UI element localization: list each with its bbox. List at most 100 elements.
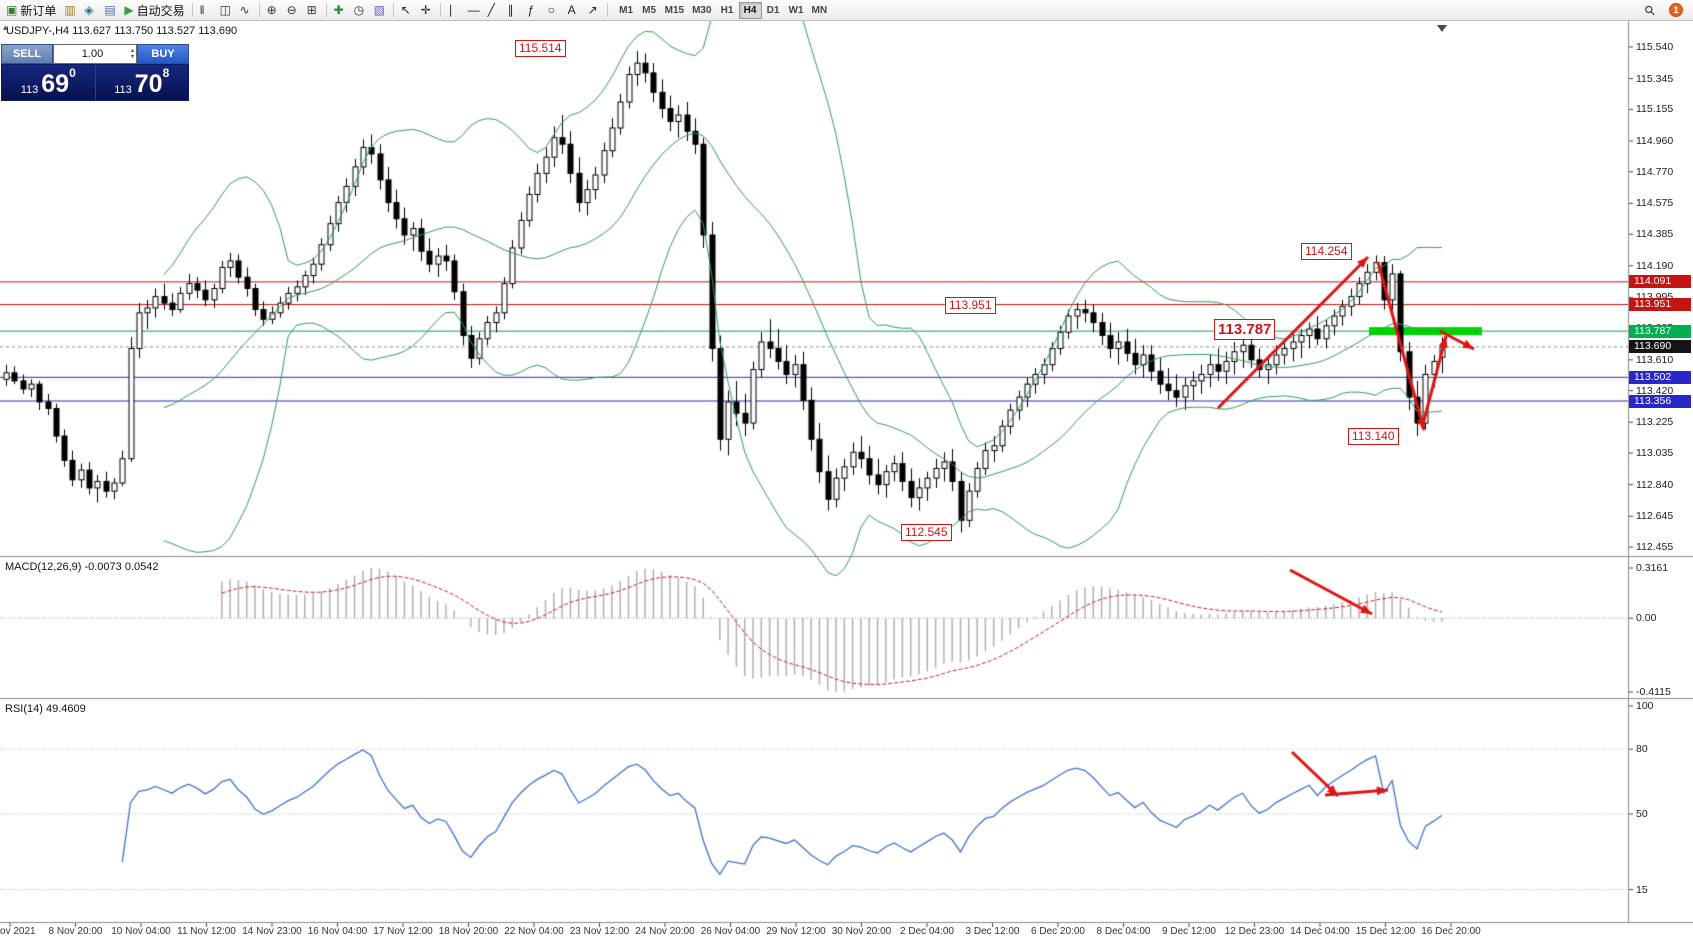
fibonacci-button[interactable]: ƒ	[524, 1, 544, 19]
zoom-out-button[interactable]: ⊖	[283, 1, 303, 19]
chart-shift-marker[interactable]	[1437, 25, 1447, 32]
time-axis-label: 14 Dec 04:00	[1290, 926, 1350, 937]
price-annotation[interactable]: 115.514	[515, 40, 566, 57]
toolbar-separator	[325, 3, 327, 17]
shapes-button[interactable]: ○	[544, 1, 564, 19]
hline-icon: ―	[467, 3, 480, 17]
price-annotation[interactable]: 112.545	[901, 524, 952, 541]
macd-label: MACD(12,26,9) -0.0073 0.0542	[5, 561, 159, 573]
trendline-icon: ╱	[487, 3, 495, 17]
time-axis-label: 29 Nov 12:00	[766, 926, 826, 937]
rsi-label: RSI(14) 49.4609	[5, 703, 86, 715]
cursor-icon: ↖	[400, 3, 411, 17]
tf-MN[interactable]: MN	[808, 2, 832, 19]
toolbar-separator	[392, 3, 394, 17]
tf-H4[interactable]: H4	[738, 1, 762, 19]
buy-price[interactable]: 113 70 8	[96, 65, 189, 100]
tile-windows-button[interactable]: ⊞	[303, 1, 323, 19]
tf-W1[interactable]: W1	[785, 2, 808, 19]
price-axis-label: 115.540	[1636, 40, 1674, 53]
search-icon: ⚲	[1641, 1, 1659, 19]
price-annotation[interactable]: 113.140	[1348, 428, 1399, 445]
time-axis-label: 24 Nov 20:00	[635, 926, 695, 937]
period-clock-button[interactable]: ◷	[350, 1, 370, 19]
rsi-axis-label: 100	[1636, 700, 1654, 712]
price-tag-113.356: 113.356	[1629, 394, 1691, 408]
bar-chart-icon: ‖	[199, 3, 205, 17]
toolbar-separator	[439, 3, 441, 17]
price-annotation[interactable]: 113.787	[1214, 319, 1276, 340]
sell-button[interactable]: SELL	[1, 44, 53, 64]
price-axis-label: 114.190	[1636, 259, 1674, 272]
price-axis-label: 113.035	[1636, 447, 1674, 460]
zoom-in-button[interactable]: ⊕	[263, 1, 283, 19]
new-chart-button[interactable]: ✚	[330, 1, 350, 19]
line-chart-button[interactable]: ∿	[236, 1, 256, 19]
price-tag-113.951: 113.951	[1629, 298, 1691, 312]
price-annotation[interactable]: 113.951	[945, 297, 996, 314]
time-axis-label: 6 Dec 20:00	[1031, 926, 1085, 937]
price-axis-label: 113.420	[1636, 384, 1674, 397]
navigator-button[interactable]: ◈	[80, 1, 100, 19]
time-axis-label: 30 Nov 20:00	[831, 926, 892, 937]
zoom-out-icon: ⊖	[286, 3, 297, 17]
main-toolbar: ▣ 新订单 ▥ ◈ ▤ ▶ 自动交易 ‖ ◫ ∿ ⊕ ⊖ ⊞ ✚ ◷ ▧ ↖ ✛ ∣ ― ╱ ∥ ƒ ○ A ↗ M1 M5 M15 M…	[0, 0, 1693, 21]
text-tool-icon: A	[567, 3, 576, 17]
panel-collapse-icon[interactable]: ▴	[3, 22, 8, 32]
terminal-button[interactable]: ▤	[100, 1, 120, 19]
time-axis-label: 3 Dec 12:00	[965, 926, 1020, 937]
new-chart-icon: ✚	[333, 3, 344, 17]
trendline-button[interactable]: ╱	[484, 1, 504, 19]
market-watch-button[interactable]: ▥	[60, 1, 80, 19]
time-axis-label: 23 Nov 12:00	[569, 926, 630, 937]
toolbar-separator	[258, 3, 260, 17]
arrows-tool-button[interactable]: ↗	[584, 1, 604, 19]
text-tool-button[interactable]: A	[564, 1, 584, 19]
autotrading-button[interactable]: ▶ 自动交易	[120, 1, 188, 19]
new-order-button[interactable]: ▣ 新订单	[2, 1, 60, 19]
sell-price[interactable]: 113 69 0	[2, 65, 96, 100]
buy-price-small: 113	[114, 84, 132, 96]
tf-H1[interactable]: H1	[716, 2, 739, 19]
template-button[interactable]: ▧	[370, 1, 390, 19]
search-button[interactable]: ⚲	[1641, 1, 1661, 19]
template-icon: ▧	[373, 3, 385, 17]
price-axis-label: 114.960	[1636, 134, 1674, 147]
arrows-tool-icon: ↗	[587, 3, 598, 17]
candle-chart-button[interactable]: ◫	[216, 1, 236, 19]
cursor-button[interactable]: ↖	[397, 1, 417, 19]
price-axis-label: 113.225	[1636, 416, 1674, 429]
vline-icon: ∣	[447, 3, 454, 17]
volume-spinner-icon[interactable]: ▴ ▾	[130, 48, 134, 60]
toolbar-right: ⚲ 1	[1641, 1, 1691, 19]
price-axis-label: 114.575	[1636, 197, 1674, 210]
vline-button[interactable]: ∣	[444, 1, 464, 19]
tf-M1[interactable]: M1	[615, 2, 638, 19]
bar-chart-button[interactable]: ‖	[196, 1, 216, 19]
price-axis-label: 115.345	[1636, 72, 1674, 85]
new-order-label: 新订单	[20, 3, 57, 18]
time-axis-label: 14 Nov 23:00	[242, 926, 302, 937]
hline-button[interactable]: ―	[464, 1, 484, 19]
tf-D1[interactable]: D1	[762, 2, 785, 19]
price-axis-label: 113.610	[1636, 353, 1674, 366]
time-axis-label: 12 Dec 23:00	[1224, 926, 1285, 937]
tile-windows-icon: ⊞	[306, 3, 317, 17]
macd-axis-label: -0.4115	[1636, 686, 1671, 698]
channel-button[interactable]: ∥	[504, 1, 524, 19]
crosshair-button[interactable]: ✛	[417, 1, 437, 19]
buy-button[interactable]: BUY	[137, 44, 189, 64]
time-axis-label: 9 Dec 12:00	[1162, 926, 1216, 937]
toolbar-separator	[606, 3, 608, 17]
price-tag-113.787: 113.787	[1629, 324, 1691, 338]
one-click-trading-panel: SELL 1.00 ▴ ▾ BUY 113 69 0 113 70 8	[1, 44, 189, 101]
tf-M30[interactable]: M30	[688, 2, 715, 19]
tf-M15[interactable]: M15	[661, 2, 688, 19]
notification-badge[interactable]: 1	[1669, 3, 1683, 17]
buy-price-sup: 8	[162, 66, 170, 80]
rsi-axis-label: 15	[1636, 883, 1648, 896]
price-annotation[interactable]: 114.254	[1301, 243, 1352, 260]
tf-M5[interactable]: M5	[638, 2, 661, 19]
volume-input[interactable]: 1.00 ▴ ▾	[53, 44, 137, 64]
